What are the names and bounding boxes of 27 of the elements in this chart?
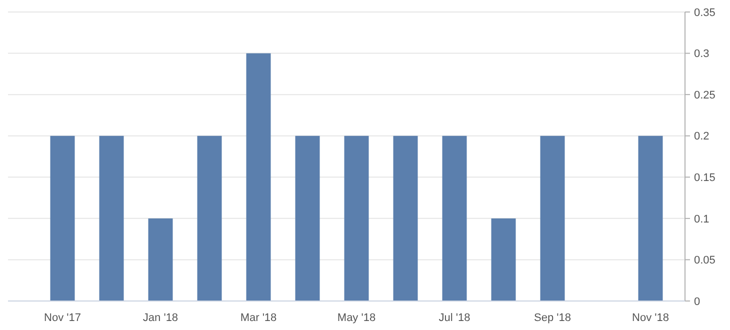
bar — [491, 218, 516, 301]
x-tick-label: Nov '18 — [632, 312, 669, 324]
y-tick-label: 0 — [694, 296, 700, 308]
y-tick-label: 0.2 — [694, 130, 710, 143]
y-tick-label: 0.3 — [694, 48, 710, 60]
bar — [638, 136, 663, 301]
bar — [148, 218, 173, 301]
x-tick-label: Mar '18 — [240, 312, 277, 324]
bar — [50, 136, 75, 301]
x-tick-label: Sep '18 — [534, 312, 571, 324]
bar — [442, 136, 467, 301]
y-tick-label: 0.35 — [694, 6, 716, 19]
bar — [99, 136, 124, 301]
x-tick-label: Nov '17 — [44, 312, 81, 324]
bar — [540, 136, 565, 301]
y-tick-label: 0.25 — [694, 89, 716, 102]
x-tick-label: Jan '18 — [142, 312, 178, 324]
bar — [393, 136, 418, 301]
bar — [344, 136, 369, 301]
y-tick-label: 0.1 — [694, 213, 710, 226]
x-tick-label: Jul '18 — [438, 312, 470, 324]
bar — [246, 53, 271, 301]
bar — [295, 136, 320, 301]
x-tick-label: May '18 — [337, 312, 376, 324]
y-tick-label: 0.15 — [694, 172, 716, 184]
bar — [197, 136, 222, 301]
y-tick-label: 0.05 — [694, 254, 716, 267]
